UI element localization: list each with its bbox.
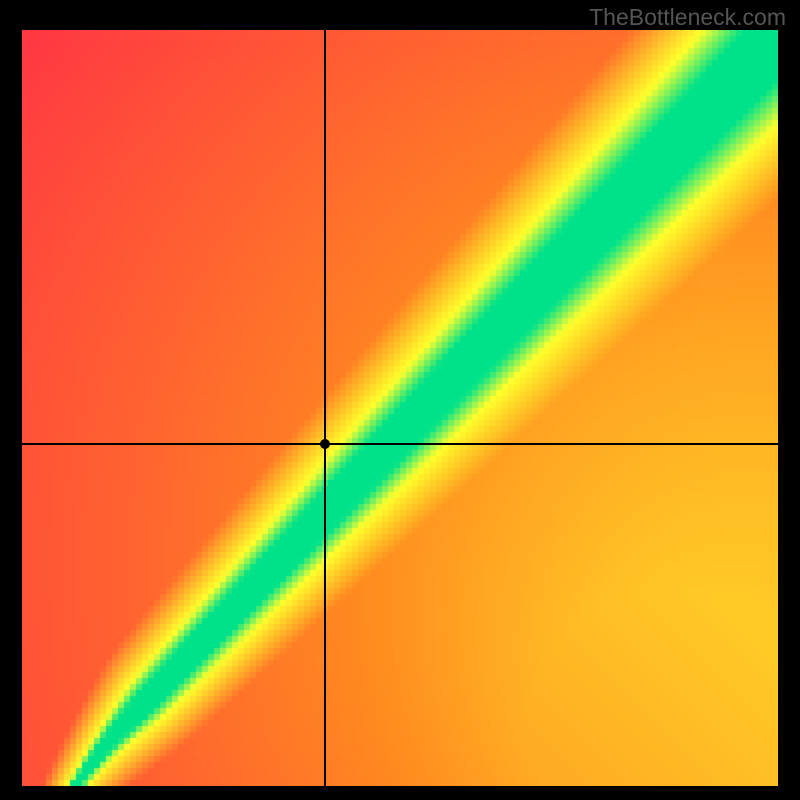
crosshair-marker (320, 439, 330, 449)
watermark-text: TheBottleneck.com (589, 4, 786, 31)
chart-container: TheBottleneck.com (0, 0, 800, 800)
crosshair-horizontal (22, 443, 778, 445)
crosshair-vertical (324, 30, 326, 786)
heatmap-canvas (22, 30, 778, 786)
heatmap-plot (22, 30, 778, 786)
